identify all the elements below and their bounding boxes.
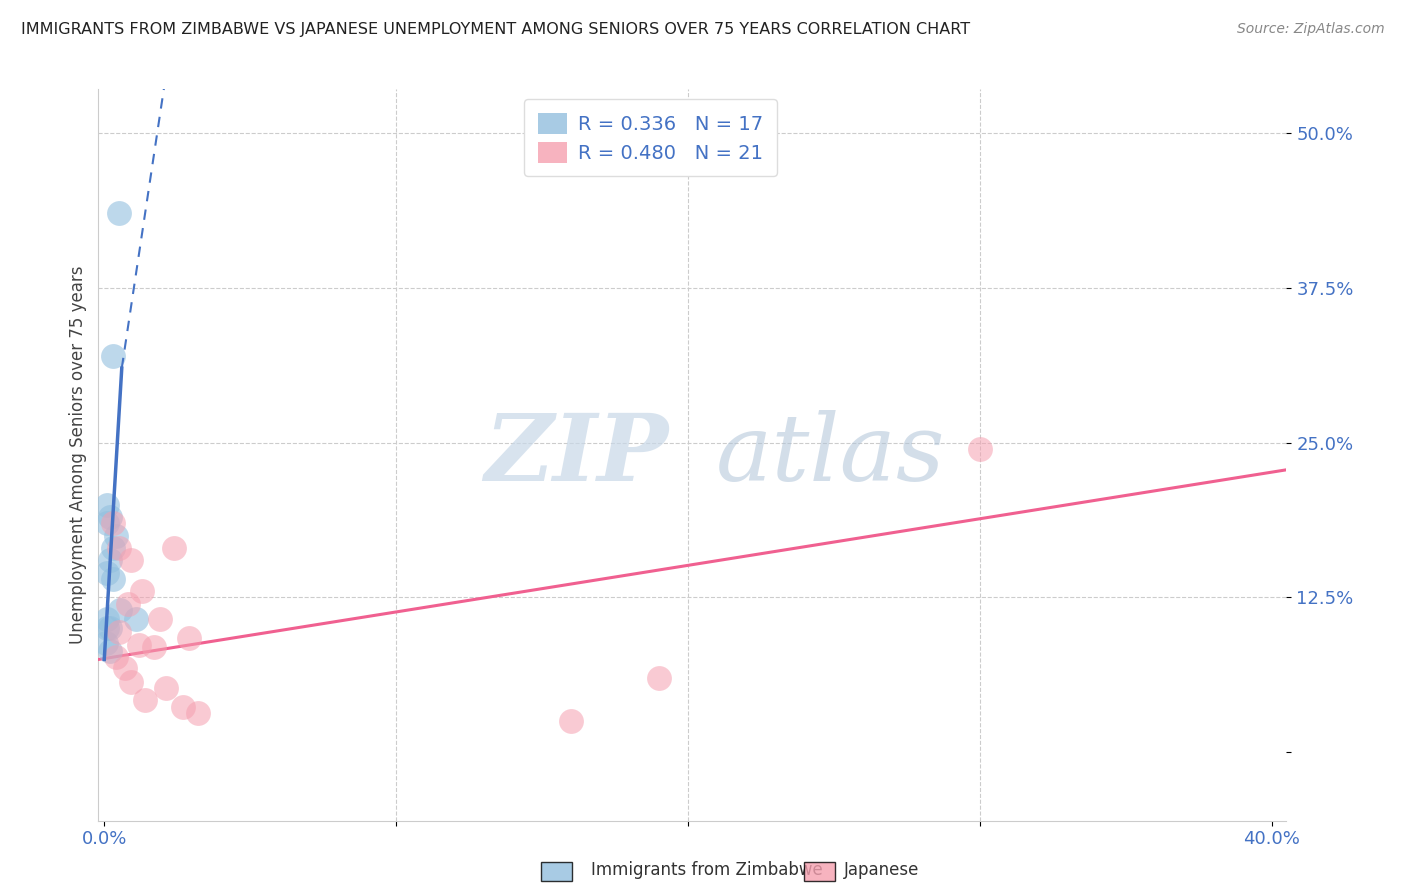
Point (131, 584, 153, 599)
Point (96, 622, 118, 636)
Point (98, 622, 121, 636)
Point (98, 509, 121, 524)
Point (101, 349, 124, 363)
Point (108, 625, 131, 640)
Point (108, 541, 131, 555)
Point (101, 572, 124, 586)
Text: ZIP: ZIP (485, 410, 669, 500)
Point (94, 636, 117, 650)
Point (110, 603, 132, 617)
Point (114, 661, 136, 675)
Point (117, 597, 139, 611)
Point (98, 644, 121, 658)
Point (560, 714, 582, 729)
Point (969, 442, 991, 456)
Point (104, 650, 127, 665)
Text: Immigrants from Zimbabwe: Immigrants from Zimbabwe (591, 861, 823, 879)
Point (120, 674, 142, 689)
Point (187, 706, 209, 720)
Point (96, 611, 118, 625)
Point (101, 516, 124, 530)
Point (177, 632, 200, 646)
Point (120, 553, 142, 567)
Point (96, 516, 118, 530)
Point (128, 638, 150, 652)
Point (134, 693, 156, 707)
Point (101, 541, 124, 555)
Point (108, 206, 131, 220)
Y-axis label: Unemployment Among Seniors over 75 years: Unemployment Among Seniors over 75 years (69, 266, 87, 644)
Text: Source: ZipAtlas.com: Source: ZipAtlas.com (1237, 22, 1385, 37)
Point (96, 498, 118, 512)
Point (648, 671, 671, 685)
Point (125, 611, 148, 625)
Point (163, 541, 186, 555)
Text: IMMIGRANTS FROM ZIMBABWE VS JAPANESE UNEMPLOYMENT AMONG SENIORS OVER 75 YEARS CO: IMMIGRANTS FROM ZIMBABWE VS JAPANESE UNE… (21, 22, 970, 37)
Legend: R = 0.336   N = 17, R = 0.480   N = 21: R = 0.336 N = 17, R = 0.480 N = 21 (524, 99, 778, 177)
Point (149, 611, 172, 625)
Point (172, 699, 194, 714)
Point (104, 528, 127, 542)
Point (98, 553, 121, 567)
Point (155, 681, 177, 695)
Text: Japanese: Japanese (844, 861, 920, 879)
Text: atlas: atlas (716, 410, 946, 500)
Point (96, 566, 118, 580)
Point (142, 640, 165, 654)
